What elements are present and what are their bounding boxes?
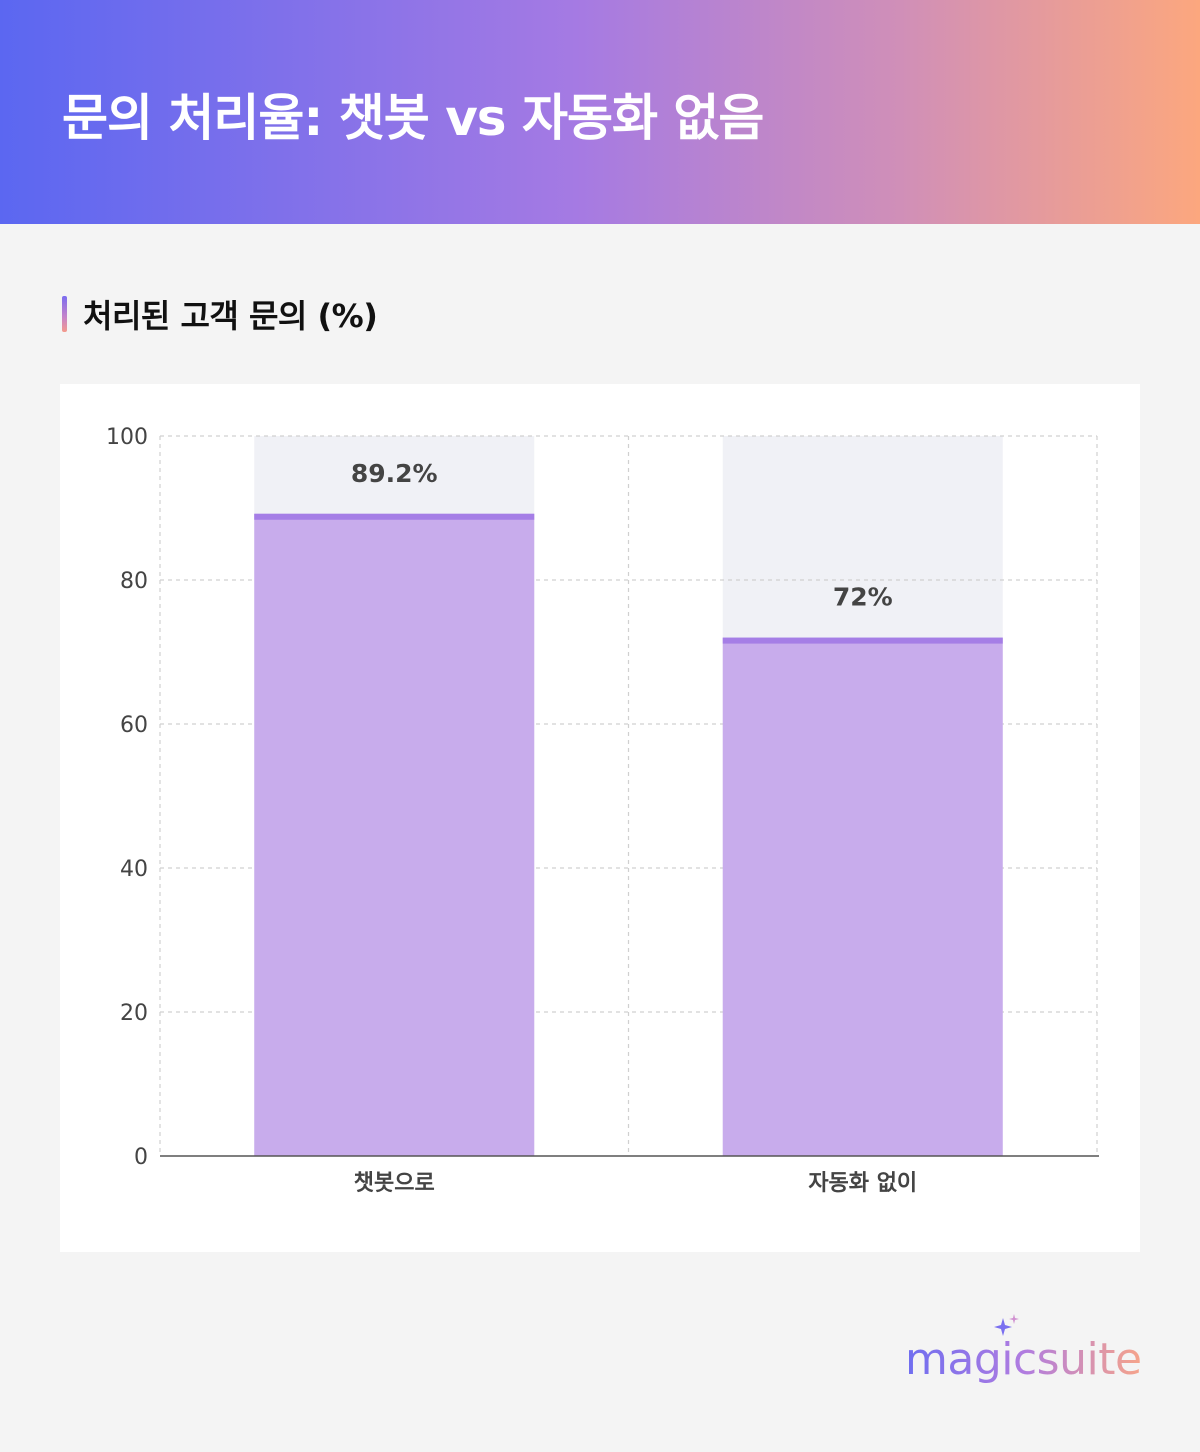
y-tick-label: 40	[120, 857, 148, 882]
y-tick-label: 80	[120, 569, 148, 594]
y-tick-label: 0	[134, 1145, 148, 1170]
brand-logo: magicsuite	[905, 1314, 1145, 1390]
section-heading: 처리된 고객 문의 (%)	[62, 292, 378, 336]
y-tick-label: 60	[120, 713, 148, 738]
y-tick-label: 100	[106, 425, 148, 450]
bar-top-edge	[254, 513, 535, 520]
x-tick-label: 자동화 없이	[808, 1171, 917, 1196]
data-label: 72%	[833, 583, 893, 612]
y-tick-label: 20	[120, 1001, 148, 1026]
page-title: 문의 처리율: 챗봇 vs 자동화 없음	[62, 89, 764, 147]
section-accent-bar	[62, 296, 67, 332]
bar-top-edge	[722, 637, 1003, 644]
header-banner: 문의 처리율: 챗봇 vs 자동화 없음	[0, 0, 1200, 224]
bar-chart: 0 20 40 60 80 100 89.2% 챗봇으로 72% 자동화 없이	[106, 425, 1099, 1196]
data-label: 89.2%	[351, 459, 438, 488]
bar	[722, 637, 1003, 1156]
bar	[254, 513, 535, 1156]
sparkle-icon	[994, 1314, 1019, 1336]
section-title: 처리된 고객 문의 (%)	[83, 297, 378, 335]
x-tick-label: 챗봇으로	[354, 1171, 435, 1196]
logo-text: magicsuite	[905, 1334, 1142, 1385]
chart-card: 0 20 40 60 80 100 89.2% 챗봇으로 72% 자동화 없이	[60, 384, 1140, 1252]
